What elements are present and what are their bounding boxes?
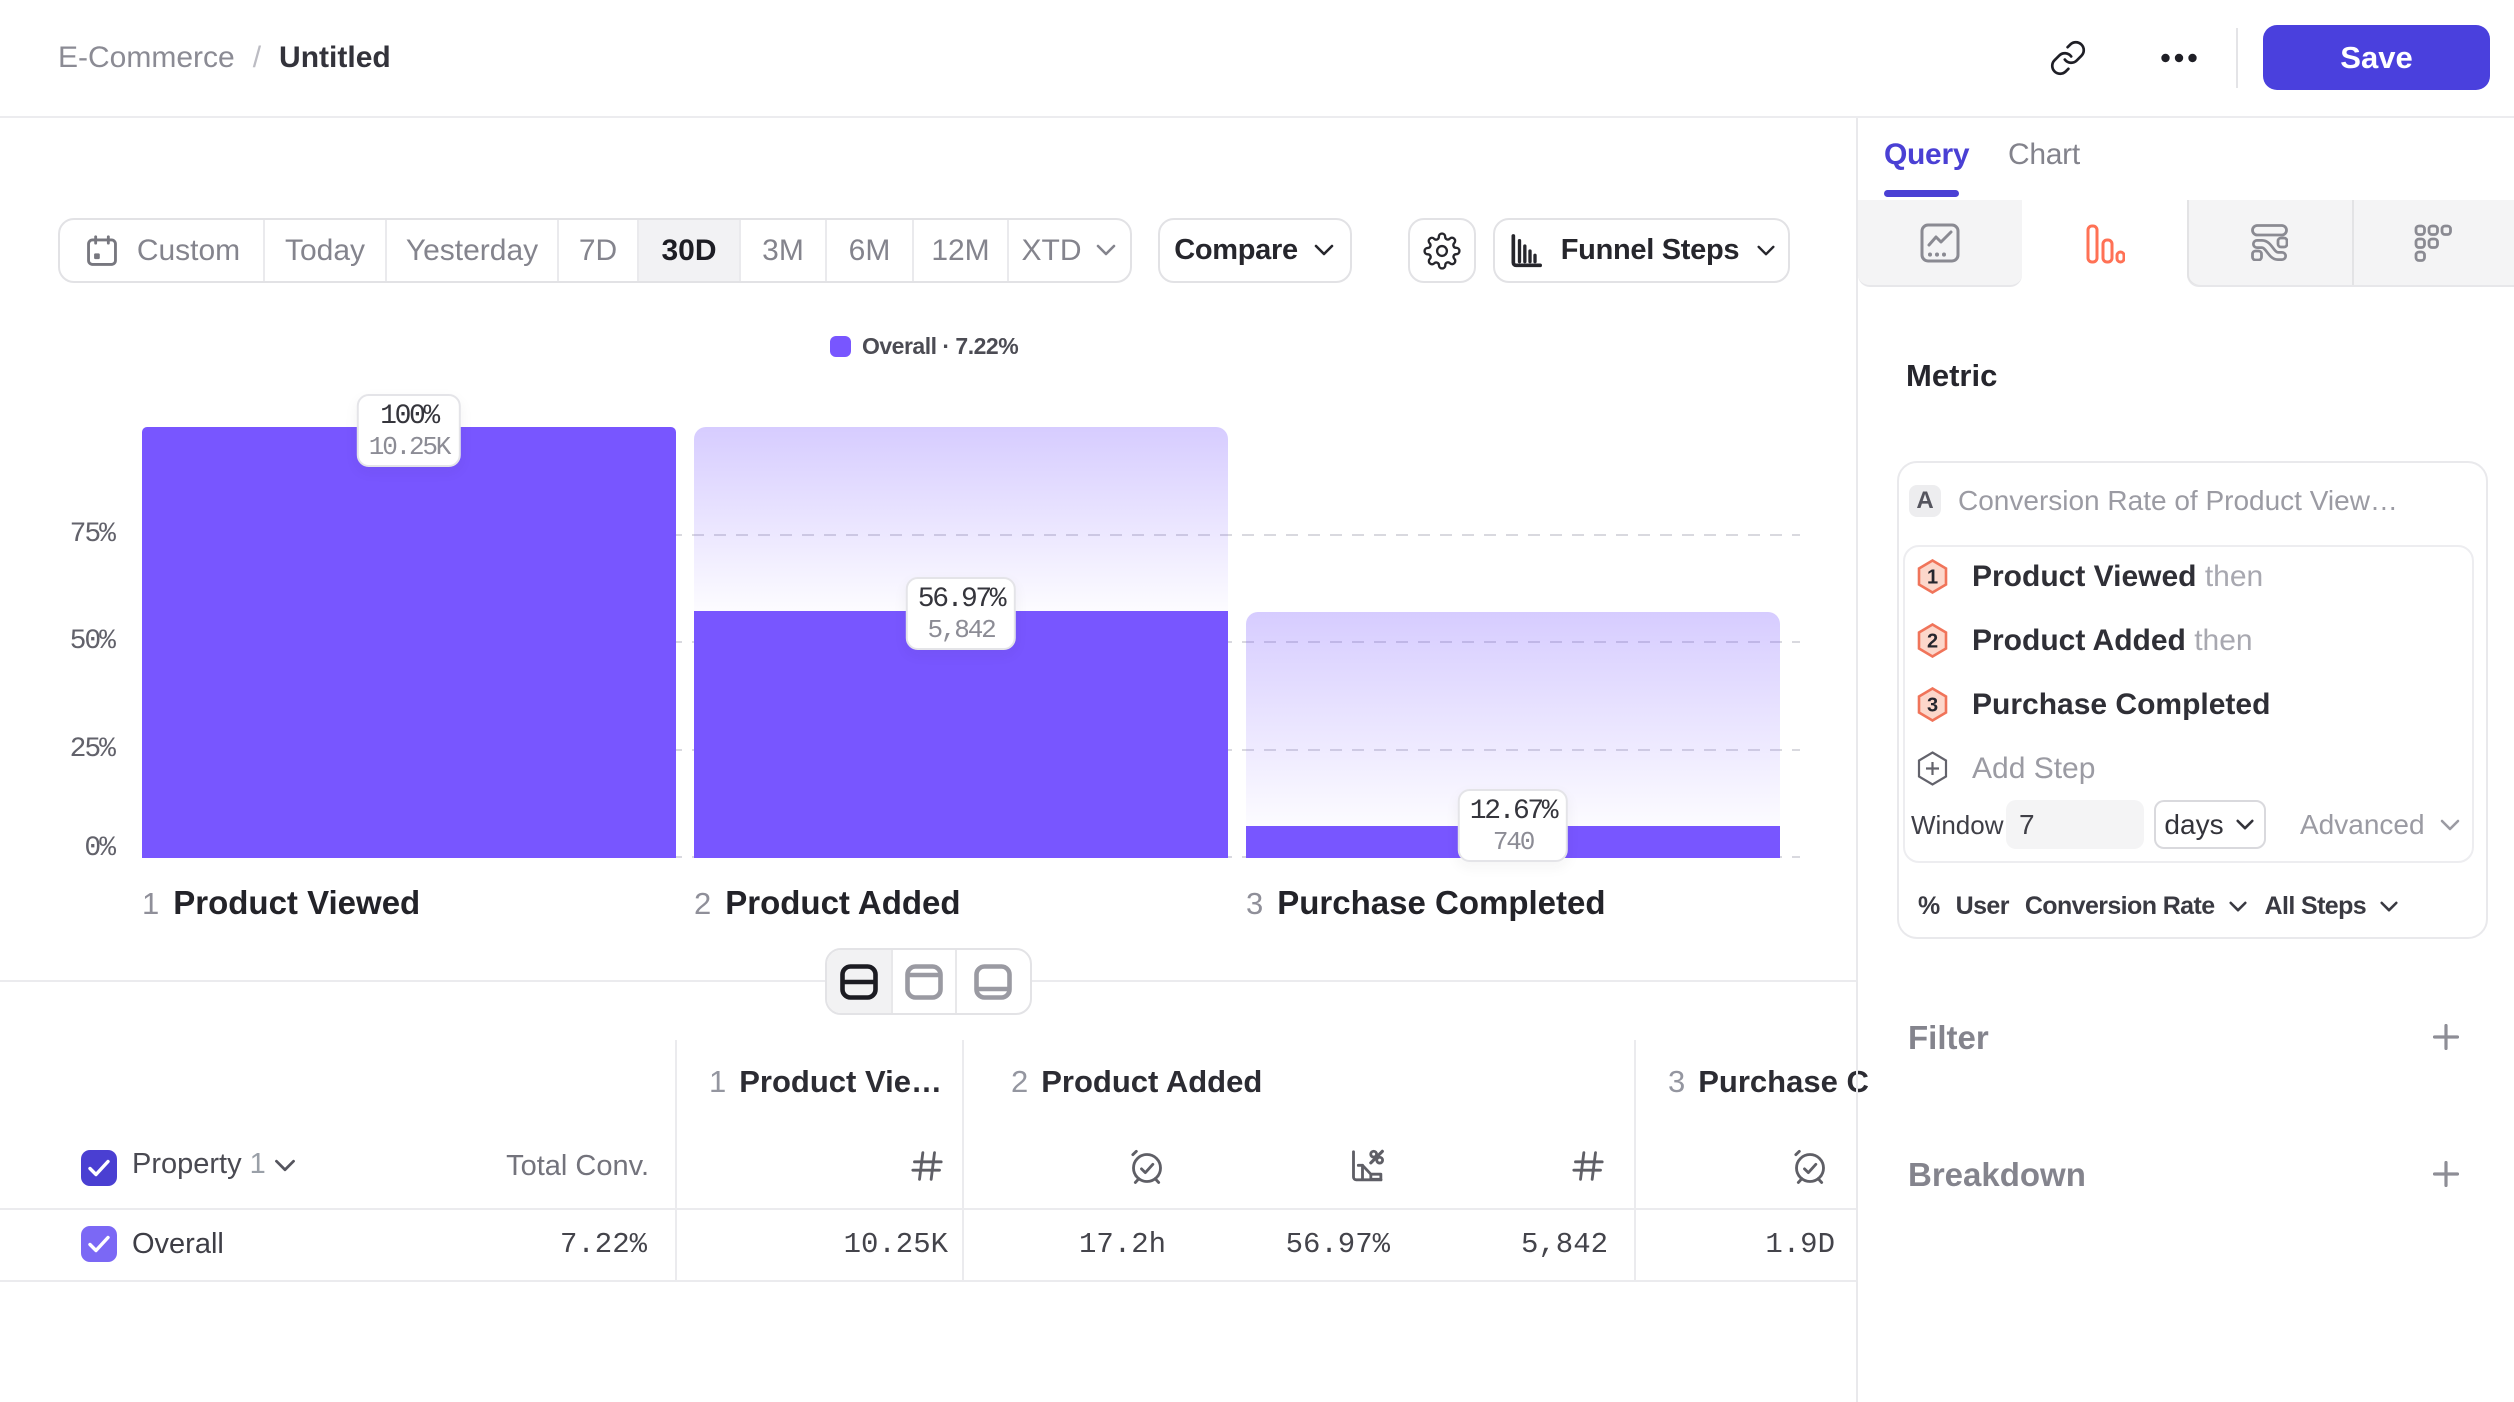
svg-text:1: 1 [1927,567,1938,589]
svg-text:2: 2 [1927,631,1938,653]
svg-text:3: 3 [1927,695,1938,717]
